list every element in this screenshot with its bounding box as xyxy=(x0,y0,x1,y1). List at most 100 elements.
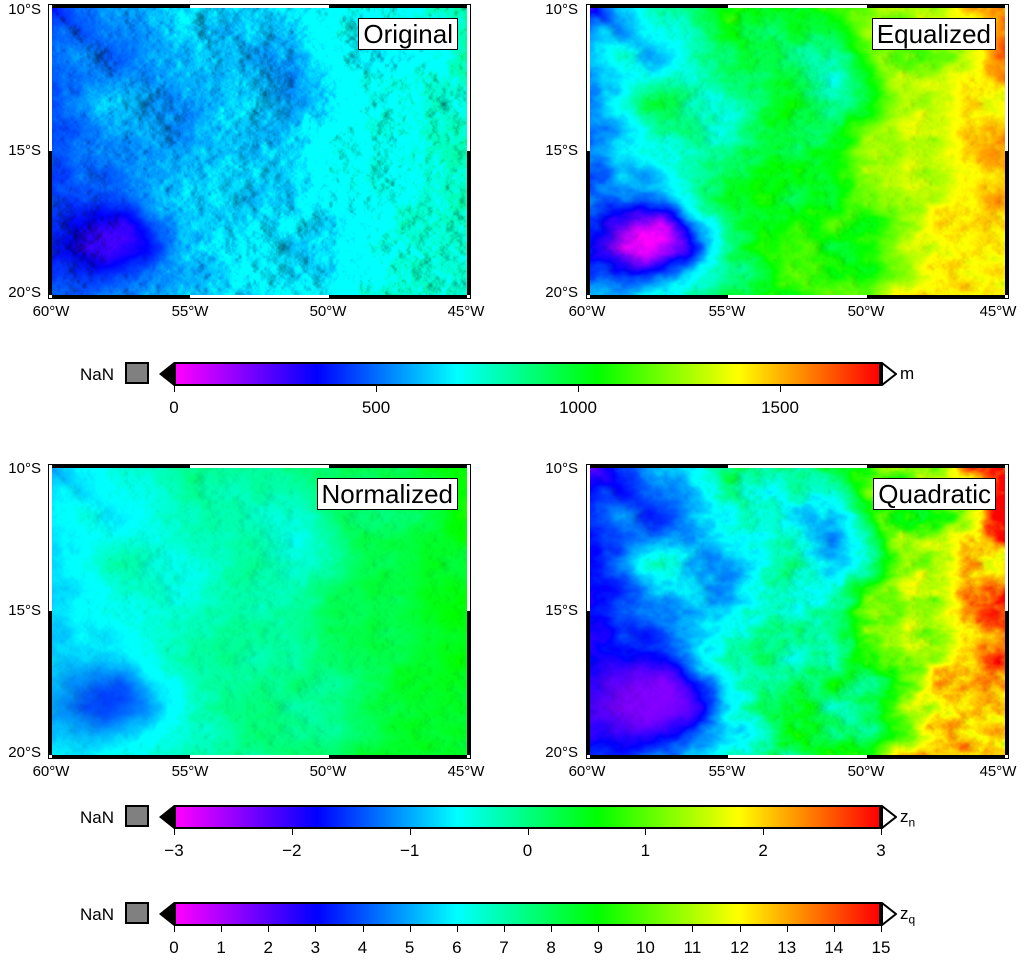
tick-label: 5 xyxy=(404,938,415,957)
nan-label: NaN xyxy=(80,808,115,827)
lon-label: 55°W xyxy=(708,763,746,780)
frame-segment xyxy=(467,611,471,755)
tick-label: 2 xyxy=(263,938,273,957)
frame-segment xyxy=(590,4,728,8)
lon-label: 60°W xyxy=(568,303,606,320)
frame-segment xyxy=(586,151,590,295)
tick-mark xyxy=(645,926,647,932)
frame-segment xyxy=(590,464,728,468)
tick-label: 1500 xyxy=(761,398,799,417)
tick-mark xyxy=(881,926,882,932)
tick-mark xyxy=(881,829,882,835)
underflow-triangle xyxy=(159,805,174,829)
relief-image xyxy=(52,468,467,755)
overflow-triangle xyxy=(881,362,897,386)
tick-label: 9 xyxy=(593,938,603,957)
tick-label: 8 xyxy=(546,938,556,957)
lon-label: 60°W xyxy=(32,763,70,780)
tick-mark xyxy=(174,386,175,392)
lat-label: 10°S xyxy=(8,1,41,18)
tick-mark xyxy=(527,829,529,835)
unit-label: zn xyxy=(900,807,916,830)
tick-label: −2 xyxy=(282,841,302,860)
relief-image xyxy=(590,8,1005,295)
tick-mark xyxy=(598,926,600,932)
frame-segment xyxy=(48,611,52,755)
tick-label: 3 xyxy=(876,841,886,860)
tick-mark xyxy=(833,926,835,932)
tick-label: 1 xyxy=(640,841,651,860)
map-panel-normalized: Normalized xyxy=(48,464,471,759)
frame-segment xyxy=(467,151,471,295)
frame-segment xyxy=(329,4,467,8)
frame-segment xyxy=(329,295,467,299)
color-gradient xyxy=(174,805,881,829)
frame-segment xyxy=(867,295,1005,299)
lon-label: 50°W xyxy=(847,763,885,780)
frame-segment xyxy=(1005,151,1009,295)
frame-segment xyxy=(590,295,728,299)
lon-label: 45°W xyxy=(447,763,485,780)
tick-mark xyxy=(409,926,411,932)
color-gradient xyxy=(174,902,881,926)
lat-label: 20°S xyxy=(545,284,578,301)
lon-label: 50°W xyxy=(309,763,347,780)
tick-mark xyxy=(645,829,647,835)
lon-label: 45°W xyxy=(447,303,485,320)
tick-mark xyxy=(692,926,694,932)
tick-mark xyxy=(456,926,458,932)
tick-label: 1000 xyxy=(559,398,597,417)
unit-label: zq xyxy=(900,904,916,927)
lat-label: 15°S xyxy=(545,602,578,619)
tick-label: 13 xyxy=(777,938,797,957)
frame-segment xyxy=(329,464,467,468)
tick-mark xyxy=(376,386,377,392)
nan-swatch xyxy=(125,362,149,384)
tick-label: 10 xyxy=(635,938,655,957)
tick-label: 1 xyxy=(216,938,226,957)
lat-label: 10°S xyxy=(545,1,578,18)
frame-segment xyxy=(867,464,1005,468)
lat-label: 15°S xyxy=(8,142,41,159)
lat-label: 20°S xyxy=(8,744,41,761)
unit-label: m xyxy=(900,364,915,383)
lon-label: 50°W xyxy=(847,303,885,320)
tick-label: 0 xyxy=(169,938,179,957)
tick-mark xyxy=(174,926,175,932)
tick-label: 0 xyxy=(169,398,179,417)
lon-label: 45°W xyxy=(979,763,1017,780)
frame-segment xyxy=(867,755,1005,759)
tick-mark xyxy=(786,926,788,932)
relief-image xyxy=(52,8,467,295)
tick-mark xyxy=(221,926,223,932)
lon-label: 60°W xyxy=(32,303,70,320)
map-title: Original xyxy=(358,18,458,50)
map-title: Normalized xyxy=(316,478,458,510)
tick-label: −1 xyxy=(399,841,420,860)
nan-label: NaN xyxy=(80,365,115,384)
colorbar-quadratic: NaN zq 0 1 2 3 4 5 6 7 8 9 10 11 12 13 14 15 xyxy=(0,902,1025,962)
tick-label: 6 xyxy=(452,938,462,957)
lon-label: 55°W xyxy=(171,303,209,320)
lat-label: 20°S xyxy=(8,284,41,301)
frame-segment xyxy=(52,295,190,299)
tick-mark xyxy=(291,829,293,835)
tick-label: 12 xyxy=(730,938,750,957)
colorbar-elevation: NaN m 0 500 1000 1500 xyxy=(0,362,1025,422)
map-panel-original: Original xyxy=(48,4,471,299)
tick-mark xyxy=(763,829,765,835)
map-panel-quadratic: Quadratic xyxy=(586,464,1009,759)
map-title: Equalized xyxy=(871,18,996,50)
tick-mark xyxy=(268,926,270,932)
tick-label: 500 xyxy=(361,398,391,417)
relief-image xyxy=(590,468,1005,755)
lon-label: 50°W xyxy=(309,303,347,320)
colorbar-normalized: NaN zn −3 −2 −1 0 1 2 3 xyxy=(0,805,1025,865)
lon-label: 55°W xyxy=(708,303,746,320)
nan-label: NaN xyxy=(80,905,115,924)
overflow-triangle xyxy=(881,902,897,926)
tick-label: 2 xyxy=(758,841,768,860)
lat-label: 20°S xyxy=(545,744,578,761)
tick-mark xyxy=(780,386,781,392)
tick-mark xyxy=(409,829,411,835)
